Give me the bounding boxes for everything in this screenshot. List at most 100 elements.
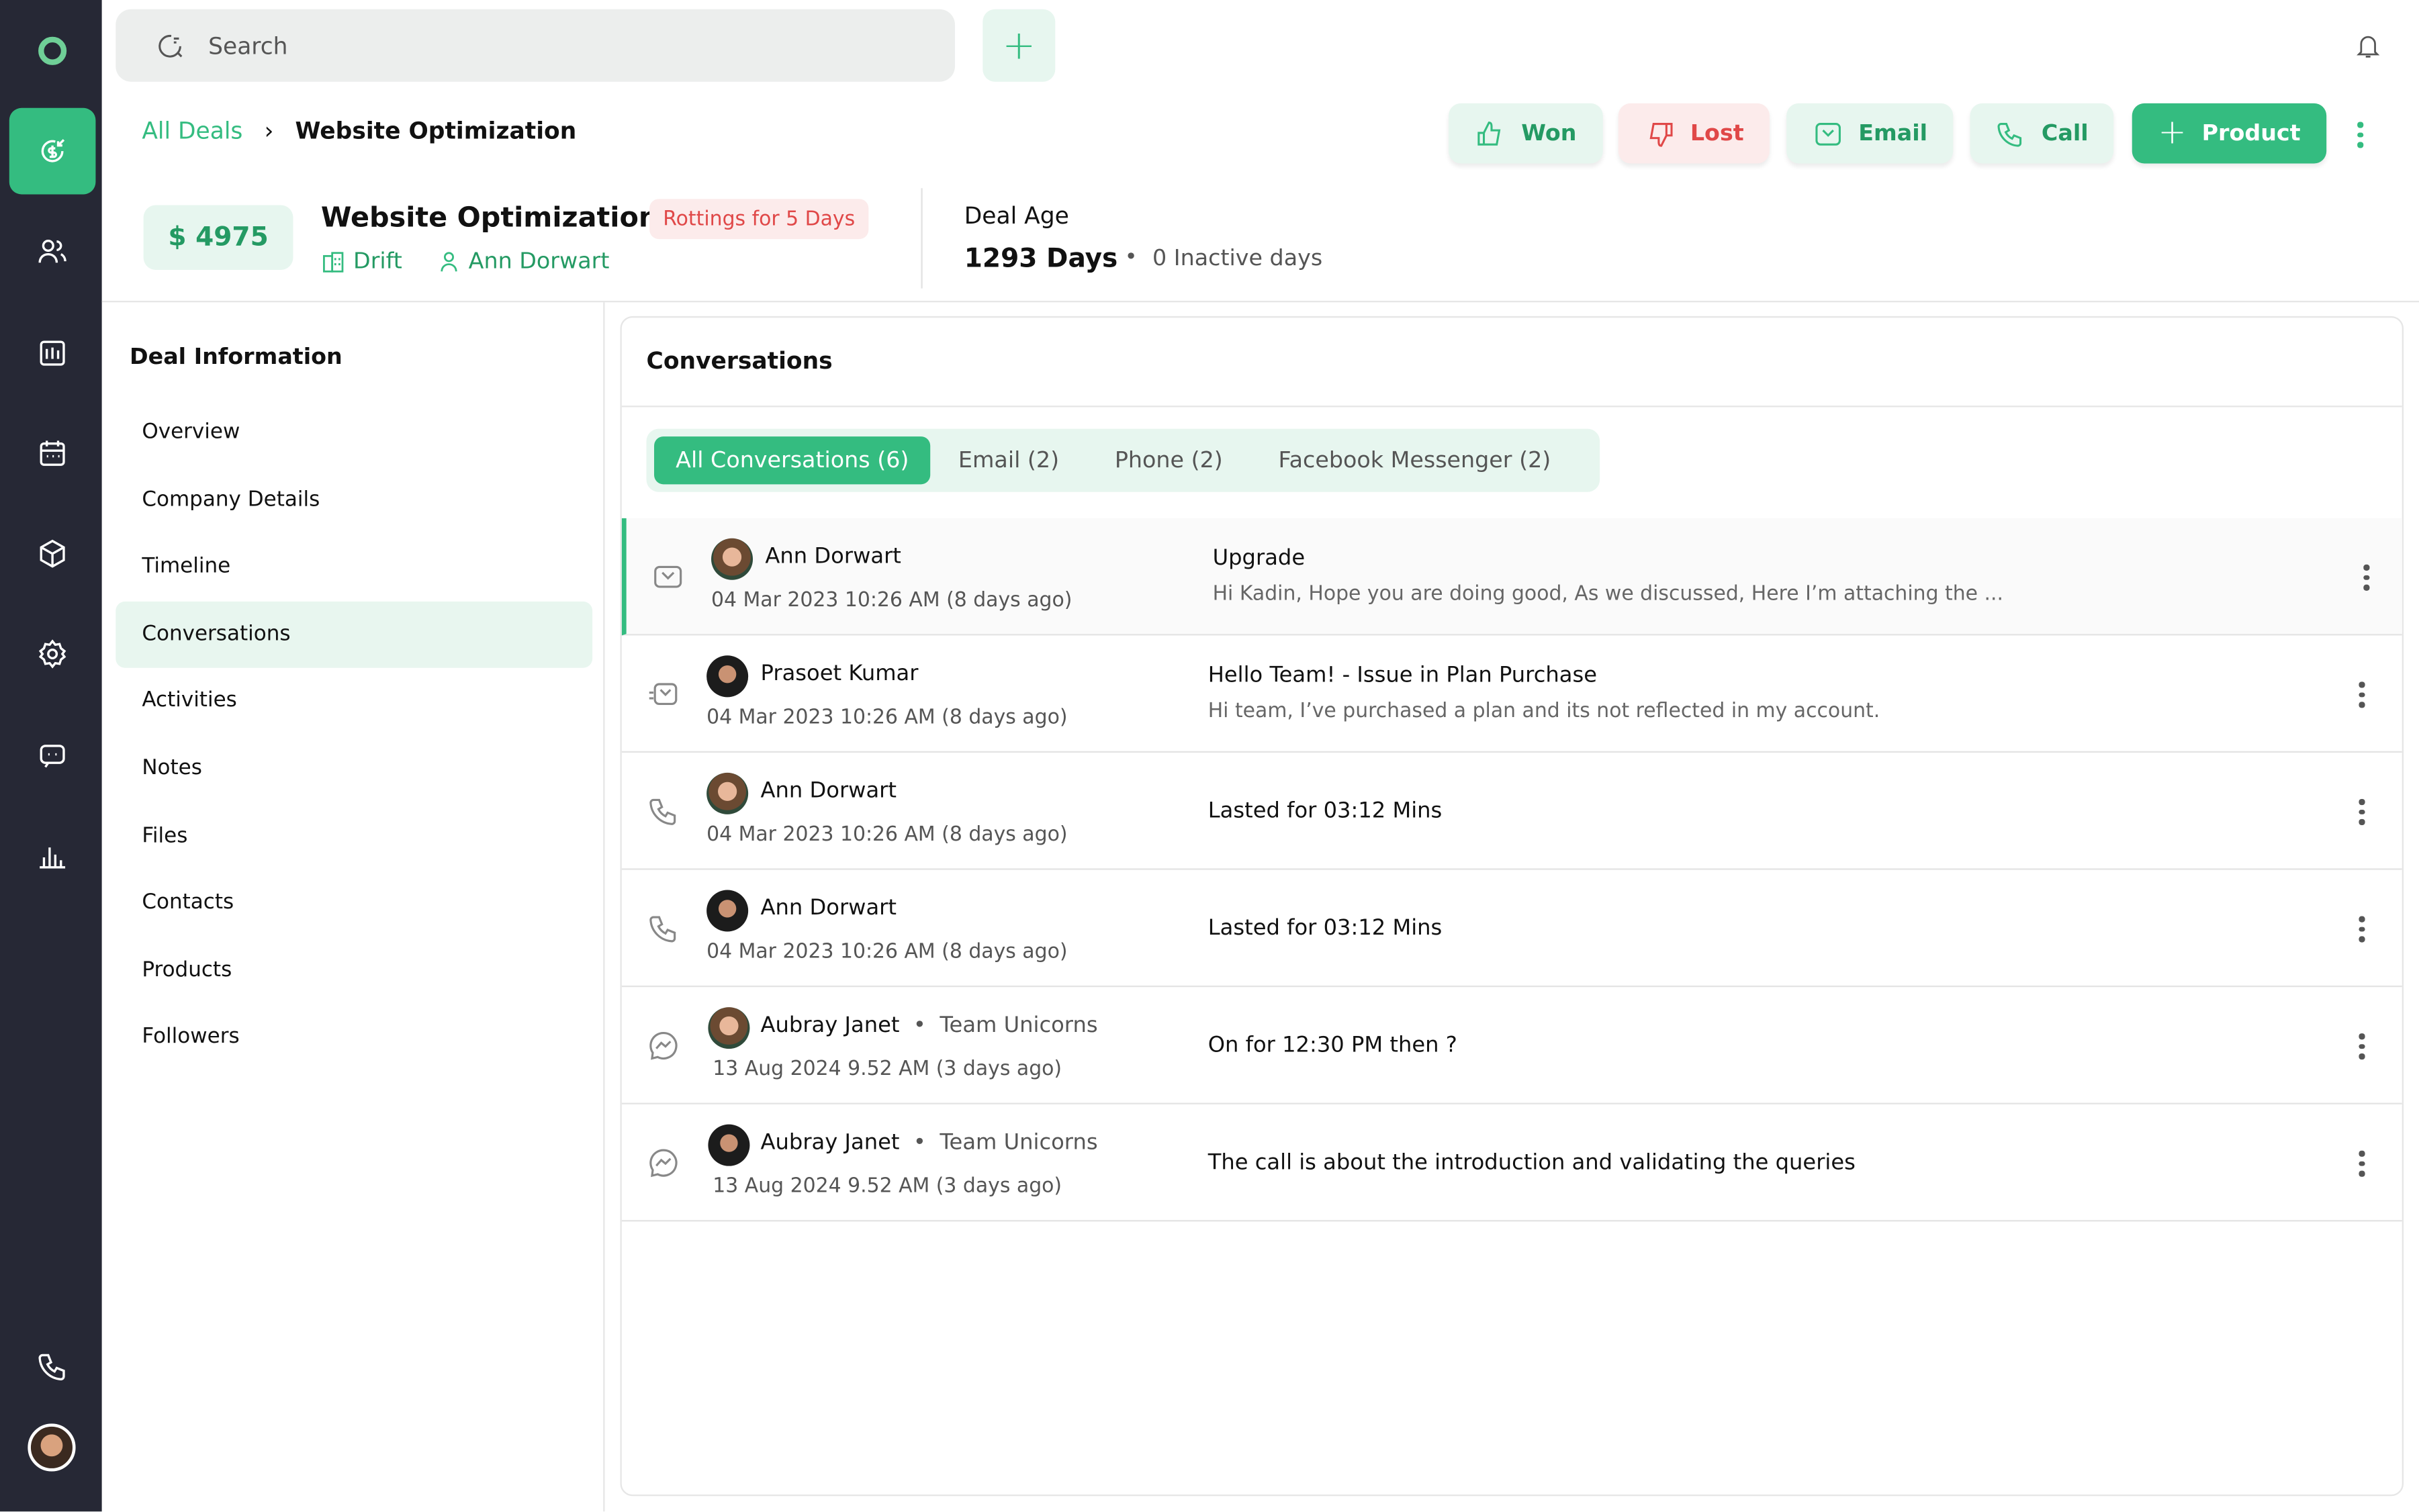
contact-name[interactable]: Aubray Janet • Team Unicorns (760, 1130, 1098, 1155)
more-options-button[interactable] (2357, 122, 2363, 148)
conversation-row[interactable]: Aubray Janet • Team Unicorns 13 Aug 2024… (621, 1104, 2402, 1222)
sidebar-item-reports[interactable] (9, 822, 96, 890)
owner-link[interactable]: Ann Dorwart (436, 250, 609, 275)
conversation-date: 04 Mar 2023 10:26 AM (8 days ago) (706, 823, 1068, 847)
email-button[interactable]: Email (1786, 103, 1954, 164)
conversation-date: 13 Aug 2024 9.52 AM (3 days ago) (713, 1175, 1062, 1198)
nav-item-files[interactable]: Files (142, 822, 188, 848)
contact-name[interactable]: Ann Dorwart (760, 779, 897, 804)
avatar (706, 655, 749, 698)
logo-icon (9, 17, 96, 85)
plus-icon: + (2158, 113, 2187, 153)
thumbs-down-icon (1649, 122, 1672, 146)
deal-age-value: 1293 Days (964, 243, 1118, 275)
row-more-button[interactable] (2359, 798, 2365, 824)
nav-item-notes[interactable]: Notes (142, 755, 202, 781)
phone-icon (647, 912, 681, 946)
breadcrumb: All Deals › Website Optimization (142, 117, 576, 145)
add-product-button[interactable]: + Product (2132, 103, 2327, 164)
phone-icon (1998, 122, 2022, 146)
conversation-row[interactable]: Ann Dorwart 04 Mar 2023 10:26 AM (8 days… (621, 753, 2402, 870)
tab-email[interactable]: Email (2) (958, 448, 1060, 473)
contact-name[interactable]: Prasoet Kumar (760, 661, 919, 687)
deal-info-nav: Deal Information Overview Company Details… (102, 302, 605, 1512)
email-icon (651, 560, 685, 594)
phone-icon[interactable] (9, 1333, 96, 1401)
sidebar-item-deals[interactable] (9, 107, 96, 195)
deal-age-label: Deal Age (964, 201, 1069, 230)
sidebar-item-companies[interactable] (9, 320, 96, 387)
won-button[interactable]: Won (1449, 103, 1603, 164)
chevron-right-icon: › (264, 117, 274, 145)
thumbs-up-icon (1477, 120, 1501, 145)
tab-all-conversations[interactable]: All Conversations (6) (654, 436, 931, 485)
conversation-date: 04 Mar 2023 10:26 AM (8 days ago) (711, 589, 1072, 612)
conversation-row[interactable]: Ann Dorwart 04 Mar 2023 10:26 AM (8 days… (621, 518, 2402, 636)
row-more-button[interactable] (2359, 916, 2365, 942)
nav-item-conversations[interactable]: Conversations (142, 621, 291, 647)
add-button[interactable]: + (983, 9, 1056, 82)
search-input[interactable]: Search (116, 9, 955, 82)
avatar (706, 772, 749, 814)
row-more-button[interactable] (2359, 1150, 2365, 1176)
contact-name[interactable]: Ann Dorwart (760, 896, 897, 921)
contact-name[interactable]: Ann Dorwart (765, 544, 901, 569)
messenger-icon (647, 1029, 681, 1063)
email-received-icon (647, 677, 681, 711)
conversation-preview: Hi Kadin, Hope you are doing good, As we… (1212, 583, 2004, 606)
contact-name[interactable]: Aubray Janet • Team Unicorns (760, 1013, 1098, 1039)
rotting-badge: Rottings for 5 Days (649, 199, 869, 240)
search-placeholder: Search (208, 32, 288, 60)
sidebar-item-contacts[interactable] (9, 218, 96, 285)
avatar (711, 538, 754, 580)
team-name: Team Unicorns (940, 1130, 1098, 1155)
conversation-subject: Lasted for 03:12 Mins (1207, 916, 1443, 941)
conversation-row[interactable]: Aubray Janet • Team Unicorns 13 Aug 2024… (621, 987, 2402, 1104)
mail-icon (1815, 122, 1841, 145)
team-name: Team Unicorns (940, 1013, 1098, 1039)
avatar (708, 1124, 750, 1166)
call-button[interactable]: Call (1970, 103, 2114, 164)
sidebar-item-products[interactable] (9, 520, 96, 587)
row-more-button[interactable] (2363, 564, 2369, 590)
nav-title: Deal Information (129, 345, 343, 371)
divider (921, 188, 923, 289)
user-icon (440, 252, 457, 272)
conversation-row[interactable]: Ann Dorwart 04 Mar 2023 10:26 AM (8 days… (621, 870, 2402, 988)
bell-icon[interactable] (2355, 31, 2382, 62)
conversations-title: Conversations (646, 346, 833, 375)
sidebar-item-messages[interactable] (9, 722, 96, 790)
conversation-date: 04 Mar 2023 10:26 AM (8 days ago) (706, 941, 1068, 964)
phone-icon (647, 794, 681, 829)
conversation-preview: Hi team, I’ve purchased a plan and its n… (1207, 700, 1880, 724)
row-more-button[interactable] (2359, 1033, 2365, 1059)
nav-item-products[interactable]: Products (142, 957, 232, 982)
nav-item-followers[interactable]: Followers (142, 1025, 240, 1049)
lost-button[interactable]: Lost (1618, 103, 1770, 164)
conversation-subject: The call is about the introduction and v… (1207, 1150, 1856, 1176)
nav-item-activities[interactable]: Activities (142, 688, 237, 714)
nav-item-overview[interactable]: Overview (142, 419, 240, 444)
nav-active-bg (116, 601, 593, 668)
conversation-subject: Upgrade (1212, 546, 1306, 571)
search-icon (158, 34, 183, 57)
breadcrumb-current: Website Optimization (295, 117, 577, 145)
company-link[interactable]: Drift (321, 250, 402, 275)
breadcrumb-all-deals[interactable]: All Deals (142, 117, 243, 145)
nav-item-contacts[interactable]: Contacts (142, 890, 234, 915)
user-avatar[interactable] (28, 1423, 76, 1472)
nav-item-company-details[interactable]: Company Details (142, 486, 320, 512)
deal-amount: $ 4975 (143, 205, 293, 271)
inactive-days: 0 Inactive days (1152, 246, 1323, 272)
nav-item-timeline[interactable]: Timeline (142, 554, 231, 579)
conversation-subject: On for 12:30 PM then ? (1207, 1033, 1457, 1058)
sidebar-item-calendar[interactable] (9, 420, 96, 487)
avatar (706, 890, 749, 932)
tab-phone[interactable]: Phone (2) (1114, 448, 1223, 473)
conversation-row[interactable]: Prasoet Kumar 04 Mar 2023 10:26 AM (8 da… (621, 635, 2402, 753)
sidebar (0, 0, 102, 1512)
conversations-card: Conversations All Conversations (6) Emai… (620, 316, 2404, 1497)
tab-facebook-messenger[interactable]: Facebook Messenger (2) (1278, 448, 1551, 473)
row-more-button[interactable] (2359, 681, 2365, 708)
sidebar-item-settings[interactable] (9, 620, 96, 688)
